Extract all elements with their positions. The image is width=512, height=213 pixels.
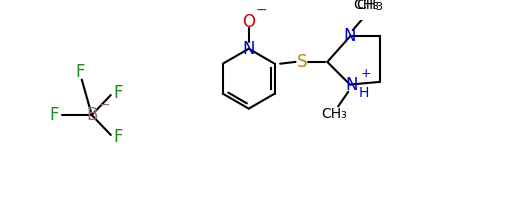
Text: F: F [113, 84, 123, 102]
Text: B: B [86, 106, 97, 124]
Text: N: N [346, 76, 358, 94]
Text: F: F [75, 63, 84, 81]
Text: 3: 3 [375, 3, 382, 12]
Text: N: N [344, 27, 356, 46]
Text: CH₃: CH₃ [353, 0, 379, 12]
Text: −: − [98, 98, 110, 112]
Text: H: H [359, 86, 370, 100]
Text: F: F [50, 106, 59, 124]
Text: +: + [361, 67, 372, 80]
Text: N: N [243, 40, 255, 58]
Text: CH: CH [356, 0, 376, 12]
Text: F: F [113, 128, 123, 146]
Text: CH₃: CH₃ [321, 107, 347, 121]
Text: O: O [242, 13, 255, 30]
Text: −: − [256, 3, 268, 17]
Text: S: S [296, 53, 307, 71]
